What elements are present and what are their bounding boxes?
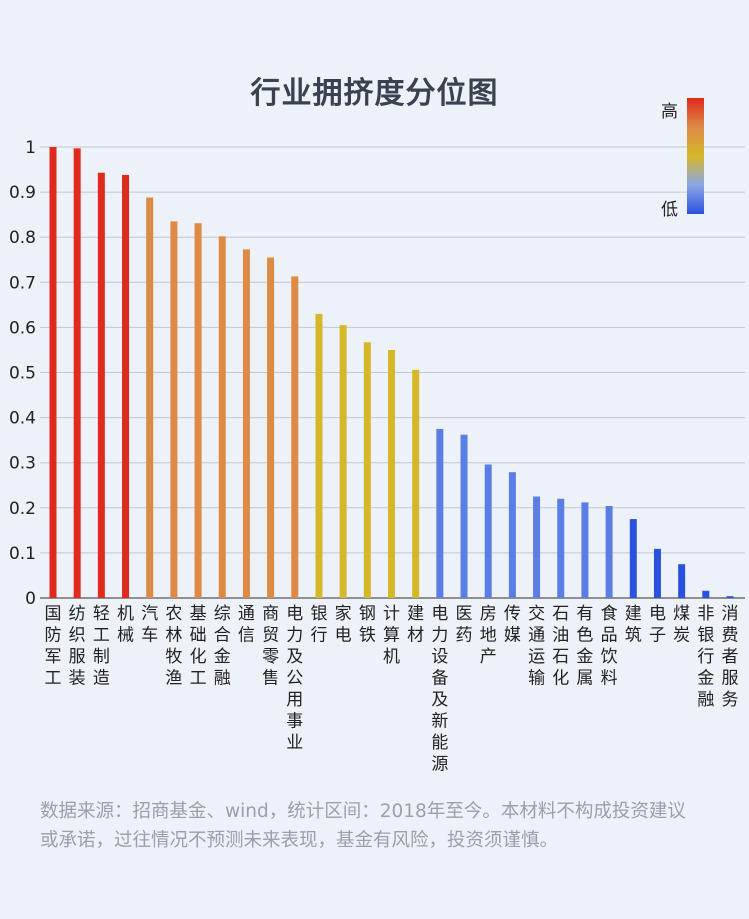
y-axis-ticks: 0 0.1 0.2 0.3 0.4 0.5 0.6 0.7 0.8 0.9 1 <box>9 138 36 609</box>
bar-29 <box>726 596 734 598</box>
bar-28 <box>702 590 710 598</box>
bar-4 <box>122 174 130 598</box>
x-tick-label: 通信 <box>238 604 255 646</box>
bars <box>49 147 734 599</box>
x-tick-label: 非银行金融 <box>697 604 714 710</box>
y-tick-label: 0 <box>25 589 36 609</box>
x-tick-label: 电子 <box>649 604 666 646</box>
bar-11 <box>291 276 299 598</box>
y-tick-label: 1 <box>25 138 36 158</box>
bar-1 <box>49 147 57 598</box>
x-tick-label: 银行 <box>310 604 327 646</box>
bar-6 <box>170 221 178 599</box>
y-tick-label: 0.5 <box>9 364 36 384</box>
bar-10 <box>267 257 275 598</box>
y-tick-label: 0.6 <box>9 318 36 338</box>
bar-8 <box>218 236 226 598</box>
bar-12 <box>315 313 323 598</box>
bar-26 <box>653 548 661 598</box>
x-tick-label: 综合金融 <box>214 604 231 689</box>
bar-21 <box>533 496 541 598</box>
legend-gradient-bar <box>687 98 704 214</box>
bar-25 <box>629 519 637 598</box>
y-tick-label: 0.7 <box>9 273 36 293</box>
bar-3 <box>97 172 105 598</box>
bar-17 <box>436 428 444 598</box>
color-legend: 高 低 <box>661 98 704 220</box>
x-tick-label: 汽车 <box>141 604 158 646</box>
x-tick-label: 家电 <box>335 604 352 646</box>
source-disclaimer: 数据来源：招商基金、wind，统计区间：2018年至今。本材料不构成投资建议或承… <box>40 801 686 851</box>
x-axis-labels: 国防军工纺织服装轻工制造机械汽车农林牧渔基础化工综合金融通信商贸零售电力及公用事… <box>45 604 739 775</box>
x-tick-label: 有色金属 <box>576 604 593 689</box>
y-tick-label: 0.1 <box>9 544 36 564</box>
x-tick-label: 计算机 <box>383 604 400 667</box>
bar-2 <box>73 148 81 598</box>
bar-23 <box>581 502 589 598</box>
bar-20 <box>508 472 516 598</box>
bar-18 <box>460 434 468 598</box>
bar-19 <box>484 464 492 598</box>
y-tick-label: 0.9 <box>9 183 36 203</box>
legend-low-label: 低 <box>661 200 678 220</box>
x-tick-label: 食品饮料 <box>601 604 618 689</box>
x-tick-label: 电力及公用事业 <box>286 604 303 753</box>
chart-title: 行业拥挤度分位图 <box>250 76 499 111</box>
bar-7 <box>194 223 202 598</box>
x-tick-label: 交通运输 <box>528 604 545 689</box>
y-tick-label: 0.2 <box>9 499 36 519</box>
x-tick-label: 农林牧渔 <box>165 604 182 689</box>
bar-22 <box>557 498 565 598</box>
x-tick-label: 石油石化 <box>552 604 569 689</box>
y-tick-label: 0.3 <box>9 454 36 474</box>
x-tick-label: 房地产 <box>480 604 497 667</box>
x-tick-label: 消费者服务 <box>722 604 739 710</box>
y-tick-label: 0.8 <box>9 228 36 248</box>
bar-13 <box>339 325 347 598</box>
bar-24 <box>605 505 613 598</box>
x-tick-label: 建材 <box>407 604 424 646</box>
x-tick-label: 轻工制造 <box>93 604 110 689</box>
bar-27 <box>678 564 686 598</box>
bar-chart: 0 0.1 0.2 0.3 0.4 0.5 0.6 0.7 0.8 0.9 1 国防军工纺织服装轻工… <box>9 98 745 775</box>
legend-high-label: 高 <box>661 102 678 122</box>
bar-14 <box>363 342 371 598</box>
x-tick-label: 纺织服装 <box>69 604 86 689</box>
x-tick-label: 煤炭 <box>673 604 690 646</box>
x-tick-label: 电力设备及新能源 <box>431 604 448 775</box>
bar-16 <box>412 369 420 598</box>
x-tick-label: 钢铁 <box>359 604 376 646</box>
bar-9 <box>242 249 250 598</box>
bar-5 <box>146 197 154 598</box>
x-tick-label: 商贸零售 <box>262 604 279 689</box>
x-tick-label: 建筑 <box>625 604 642 646</box>
x-tick-label: 传媒 <box>504 604 521 646</box>
x-tick-label: 机械 <box>117 604 134 646</box>
x-tick-label: 基础化工 <box>190 604 207 689</box>
x-tick-label: 国防军工 <box>45 604 62 689</box>
bar-15 <box>388 349 395 598</box>
x-tick-label: 医药 <box>456 604 473 646</box>
y-tick-label: 0.4 <box>9 409 36 429</box>
